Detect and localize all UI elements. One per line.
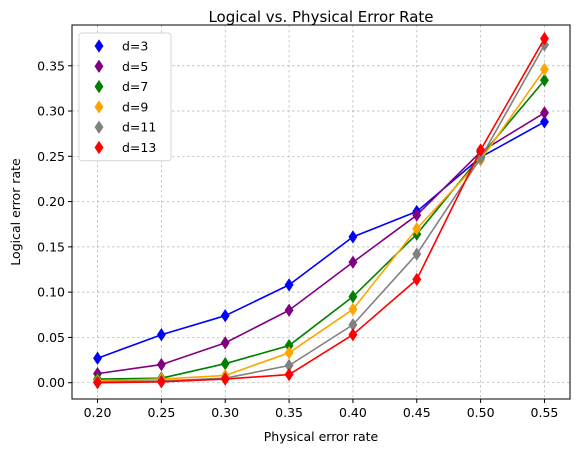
legend-marker: [94, 59, 104, 74]
data-point: [93, 351, 103, 366]
legend-label: d=11: [122, 120, 156, 135]
data-point: [412, 208, 422, 222]
y-tick-label: 0.05: [37, 330, 65, 345]
x-tick-label: 0.55: [531, 405, 559, 420]
data-point: [284, 346, 294, 360]
data-point: [348, 289, 358, 304]
y-tick-label: 0.30: [37, 104, 65, 119]
data-point: [539, 31, 549, 46]
data-point: [156, 357, 166, 372]
data-point: [539, 62, 549, 77]
chart-title: Logical vs. Physical Error Rate: [208, 8, 433, 26]
data-point: [412, 247, 422, 261]
data-point: [284, 367, 294, 382]
data-point: [539, 106, 549, 120]
series-line: [97, 121, 545, 359]
x-tick-label: 0.45: [403, 405, 431, 420]
series-line: [97, 112, 545, 375]
data-point: [539, 115, 549, 129]
x-tick-label: 0.25: [147, 405, 175, 420]
legend-label: d=3: [122, 39, 148, 54]
data-point: [412, 222, 422, 236]
y-tick-label: 0.25: [37, 149, 65, 164]
data-point: [476, 143, 486, 157]
legend-label: d=7: [122, 79, 148, 94]
y-tick-label: 0.35: [37, 58, 65, 73]
x-tick-label: 0.20: [84, 405, 112, 420]
legend-label: d=9: [122, 99, 148, 114]
data-point: [348, 255, 358, 270]
legend-label: d=13: [122, 140, 156, 155]
legend-marker: [94, 39, 104, 53]
y-tick-label: 0.10: [37, 285, 65, 300]
y-tick-label: 0.00: [37, 375, 65, 390]
x-tick-label: 0.50: [467, 405, 495, 420]
y-tick-label: 0.20: [37, 194, 65, 209]
x-axis: 0.20 0.25 0.30 0.35 0.40 0.45 0.50 0.55: [84, 399, 559, 420]
data-point: [348, 302, 358, 317]
data-point: [93, 375, 103, 390]
legend-marker: [94, 140, 104, 155]
data-point: [284, 278, 294, 292]
legend-label: d=5: [122, 59, 148, 74]
y-tick-label: 0.15: [37, 239, 65, 254]
series-line: [97, 79, 546, 380]
data-point: [220, 336, 230, 350]
x-tick-label: 0.35: [275, 405, 303, 420]
legend-marker: [94, 100, 104, 114]
legend: d=3 d=5 d=7 d=9 d=11 d=13: [78, 32, 172, 162]
data-point: [156, 375, 166, 389]
series-line: [97, 38, 546, 384]
data-point: [220, 308, 230, 323]
x-tick-label: 0.40: [339, 405, 367, 420]
data-point: [220, 356, 230, 371]
data-point: [156, 327, 166, 342]
data-point: [220, 372, 230, 386]
series-layer: [93, 31, 549, 390]
y-axis-label: Logical error rate: [8, 158, 23, 266]
legend-marker: [94, 79, 104, 94]
legend-marker: [94, 120, 104, 134]
series-d-13: [93, 31, 549, 390]
y-axis: 0.00 0.05 0.10 0.15 0.20 0.25 0.30 0.35: [37, 58, 72, 390]
data-point: [348, 230, 358, 244]
x-tick-label: 0.30: [211, 405, 239, 420]
x-axis-label: Physical error rate: [264, 429, 379, 444]
series-d-5: [93, 106, 549, 381]
data-point: [539, 73, 549, 87]
data-point: [412, 272, 422, 287]
plot-frame: [71, 24, 571, 400]
data-point: [348, 327, 358, 342]
data-point: [284, 303, 294, 318]
series-line: [97, 44, 546, 383]
